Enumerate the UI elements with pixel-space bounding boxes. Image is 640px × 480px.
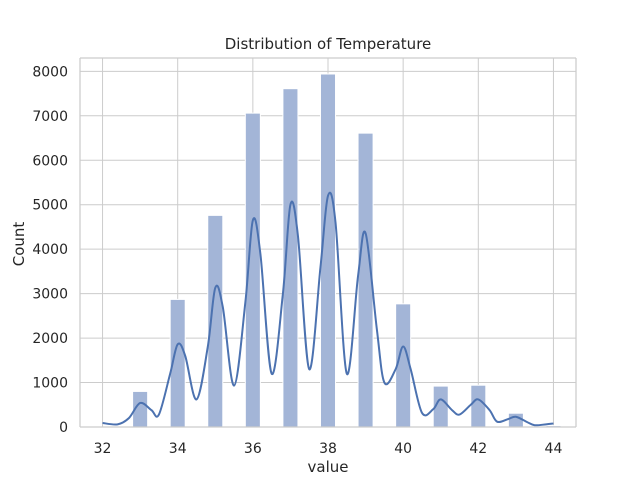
x-tick-label: 40 (394, 441, 412, 457)
x-tick-label: 36 (244, 441, 262, 457)
x-axis-label: value (308, 458, 349, 476)
chart-title: Distribution of Temperature (225, 35, 432, 53)
x-tick-label: 34 (169, 441, 187, 457)
spines-layer (79, 57, 577, 428)
y-axis-label: Count (10, 222, 28, 267)
y-tick-label: 1000 (32, 376, 68, 392)
y-tick-label: 4000 (32, 242, 68, 258)
x-tick-label: 32 (94, 441, 112, 457)
y-tick-label: 3000 (32, 287, 68, 303)
histogram-bar (470, 384, 487, 428)
y-tick-label: 8000 (32, 64, 68, 80)
y-tick-label: 2000 (32, 331, 68, 347)
kde-line (102, 191, 554, 427)
histogram-bar (507, 412, 524, 428)
ticks-layer: 32 34 36 38 40 42 44 0 1000 2000 3000 4000 5000 6000 7… (32, 64, 562, 457)
y-tick-label: 6000 (32, 153, 68, 169)
y-tick-label: 5000 (32, 198, 68, 214)
y-tick-label: 0 (59, 420, 68, 436)
x-tick-label: 38 (319, 441, 337, 457)
y-tick-label: 7000 (32, 109, 68, 125)
x-tick-label: 44 (545, 441, 563, 457)
x-tick-label: 42 (469, 441, 487, 457)
kde-layer (102, 191, 554, 427)
